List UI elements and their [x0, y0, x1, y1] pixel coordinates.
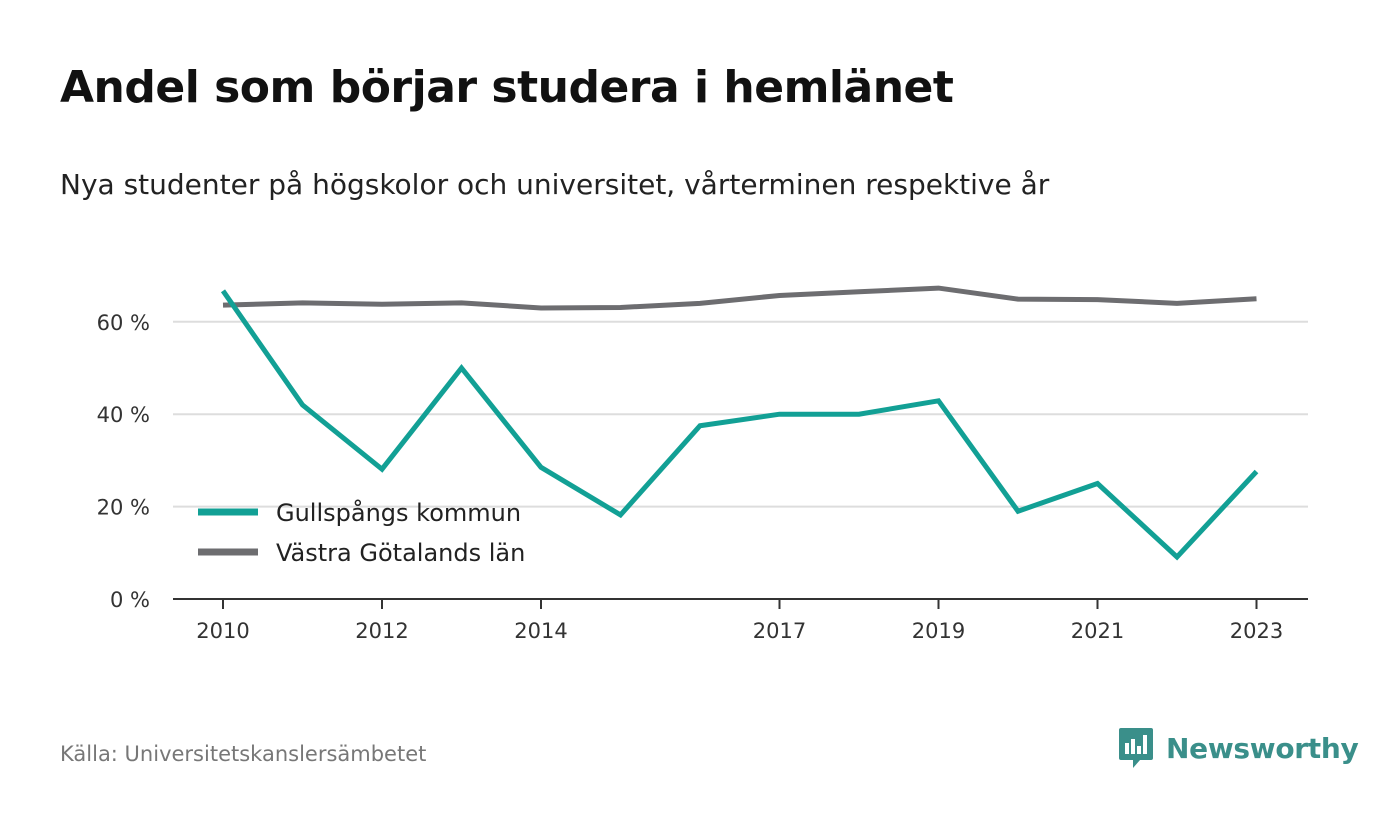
- grid-lines: [173, 320, 1308, 508]
- y-axis-ticks: 0 % 20 % 40 % 60 %: [97, 311, 150, 612]
- series-line-gullspang: [220, 289, 1259, 561]
- y-tick-label-0: 0 %: [110, 588, 150, 612]
- chart-subtitle: Nya studenter på högskolor och universit…: [60, 168, 1050, 201]
- line-chart: 0 % 20 % 40 % 60 % 2010 2012 2014 2017 2019 2021…: [97, 285, 1308, 643]
- legend: Gullspångs kommun Västra Götalands län: [198, 498, 525, 567]
- y-tick-label-40: 40 %: [97, 403, 150, 427]
- series-lines: [220, 285, 1259, 561]
- legend-label-gullspang: Gullspångs kommun: [276, 498, 521, 527]
- brand-logo: Newsworthy: [1118, 726, 1359, 770]
- x-tick-label-2019: 2019: [912, 619, 965, 643]
- x-tick-label-2014: 2014: [514, 619, 567, 643]
- x-tick-label-2023: 2023: [1230, 619, 1283, 643]
- series-line-vastra-gotaland: [222, 285, 1257, 311]
- chart-title: Andel som börjar studera i hemlänet: [60, 62, 954, 113]
- brand-name: Newsworthy: [1166, 731, 1359, 765]
- source-note: Källa: Universitetskanslersämbetet: [60, 742, 427, 766]
- x-tick-label-2010: 2010: [196, 619, 249, 643]
- y-tick-label-60: 60 %: [97, 311, 150, 335]
- bar-chart-speech-bubble-icon: [1119, 728, 1153, 768]
- x-axis-ticks: 2010 2012 2014 2017 2019 2021 2023: [196, 599, 1283, 643]
- legend-label-vastra-gotaland: Västra Götalands län: [276, 539, 525, 567]
- x-tick-label-2017: 2017: [753, 619, 806, 643]
- x-tick-label-2012: 2012: [355, 619, 408, 643]
- y-tick-label-20: 20 %: [97, 496, 150, 520]
- x-tick-label-2021: 2021: [1071, 619, 1124, 643]
